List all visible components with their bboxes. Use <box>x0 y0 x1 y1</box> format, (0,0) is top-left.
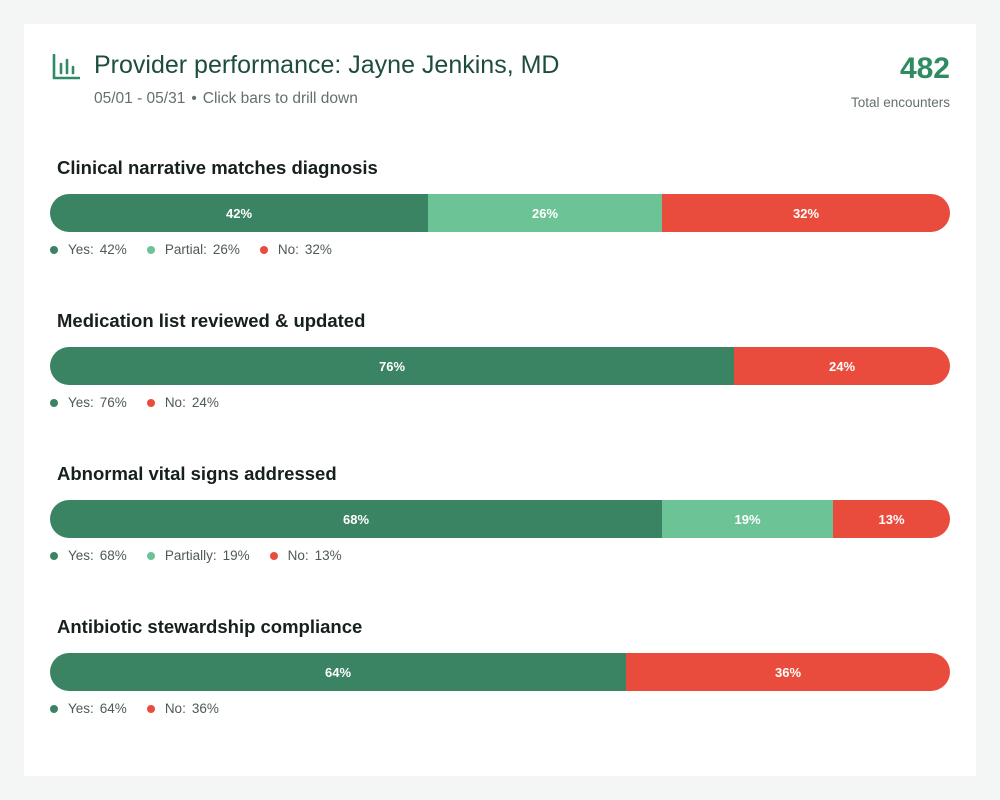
total-encounters-value: 482 <box>899 52 950 85</box>
bar-segment-no[interactable]: 36% <box>626 653 950 691</box>
legend-value: 36% <box>191 701 219 716</box>
bar-segment-yes[interactable]: 76% <box>50 347 734 385</box>
page-title: Provider performance: Jayne Jenkins, MD <box>94 51 560 79</box>
legend-dot-icon <box>146 704 155 713</box>
legend-item-yes: Yes: 76% <box>50 395 127 410</box>
legend-dot-icon <box>50 245 58 254</box>
legend-dot-icon <box>50 398 58 407</box>
legend-label: Yes: <box>68 701 94 716</box>
stacked-bar[interactable]: 64% 36% <box>50 653 950 691</box>
legend-dot-icon <box>146 551 155 560</box>
legend-label: No: <box>164 701 186 716</box>
legend-item-partial: Partial: 26% <box>146 242 240 257</box>
legend-label: No: <box>164 395 186 410</box>
legend-value: 42% <box>99 242 127 257</box>
card-header: Provider performance: Jayne Jenkins, MD … <box>24 24 976 124</box>
subtitle: 05/01 - 05/31 • Click bars to drill down <box>94 90 358 108</box>
legend-value: 24% <box>191 395 219 410</box>
stacked-bar[interactable]: 68% 19% 13% <box>50 500 950 538</box>
legend-value: 76% <box>99 395 127 410</box>
legend-value: 13% <box>314 548 342 563</box>
stacked-bar[interactable]: 76% 24% <box>50 347 950 385</box>
bar-segment-partial[interactable]: 19% <box>662 500 833 538</box>
total-encounters-label: Total encounters <box>850 95 950 110</box>
legend-dot-icon <box>259 245 268 254</box>
legend-item-yes: Yes: 68% <box>50 548 127 563</box>
legend-label: Yes: <box>68 395 94 410</box>
bar-chart-icon <box>52 54 80 80</box>
legend-label: No: <box>287 548 309 563</box>
legend-value: 64% <box>99 701 127 716</box>
legend-item-yes: Yes: 42% <box>50 242 127 257</box>
bar-segment-no[interactable]: 24% <box>734 347 950 385</box>
legend-item-no: No: 13% <box>269 548 342 563</box>
bar-legend: Yes: 64% No: 36% <box>50 701 239 716</box>
bar-segment-yes[interactable]: 42% <box>50 194 428 232</box>
metric-title: Medication list reviewed & updated <box>57 310 366 331</box>
metric-title: Clinical narrative matches diagnosis <box>57 157 378 178</box>
legend-label: Yes: <box>68 242 94 257</box>
legend-item-no: No: 36% <box>146 701 219 716</box>
legend-dot-icon <box>146 245 155 254</box>
bar-legend: Yes: 42% Partial: 26% No: 32% <box>50 242 352 257</box>
performance-card: Provider performance: Jayne Jenkins, MD … <box>24 24 976 776</box>
bar-segment-yes[interactable]: 64% <box>50 653 626 691</box>
legend-value: 19% <box>222 548 250 563</box>
legend-dot-icon <box>146 398 155 407</box>
legend-value: 68% <box>99 548 127 563</box>
bar-segment-no[interactable]: 13% <box>833 500 950 538</box>
legend-label: Partially: <box>164 548 217 563</box>
bar-legend: Yes: 68% Partially: 19% No: 13% <box>50 548 362 563</box>
bar-segment-yes[interactable]: 68% <box>50 500 662 538</box>
legend-item-yes: Yes: 64% <box>50 701 127 716</box>
legend-label: Yes: <box>68 548 94 563</box>
legend-item-no: No: 24% <box>146 395 219 410</box>
bar-segment-partial[interactable]: 26% <box>428 194 662 232</box>
bar-segment-no[interactable]: 32% <box>662 194 950 232</box>
stacked-bar[interactable]: 42% 26% 32% <box>50 194 950 232</box>
separator-dot: • <box>191 90 197 107</box>
legend-item-no: No: 32% <box>259 242 332 257</box>
legend-label: Partial: <box>164 242 207 257</box>
legend-value: 32% <box>304 242 332 257</box>
metric-title: Antibiotic stewardship compliance <box>57 616 363 637</box>
bar-legend: Yes: 76% No: 24% <box>50 395 239 410</box>
drill-down-hint: Click bars to drill down <box>202 90 358 107</box>
legend-dot-icon <box>269 551 278 560</box>
metric-title: Abnormal vital signs addressed <box>57 463 337 484</box>
date-range: 05/01 - 05/31 <box>94 90 186 107</box>
legend-item-partial: Partially: 19% <box>146 548 250 563</box>
legend-value: 26% <box>212 242 240 257</box>
legend-label: No: <box>277 242 299 257</box>
legend-dot-icon <box>50 704 58 713</box>
legend-dot-icon <box>50 551 58 560</box>
